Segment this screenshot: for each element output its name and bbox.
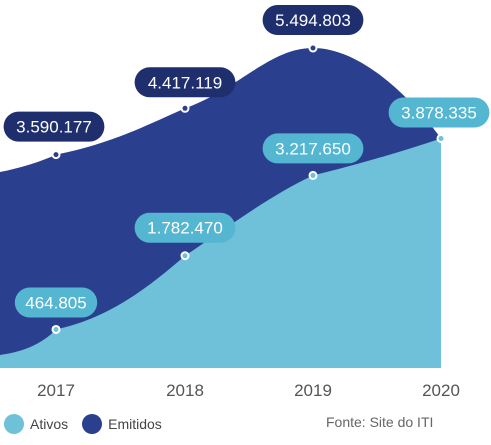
point-core-emitidos-2017: [53, 152, 59, 158]
label-emitidos-2019-bg: [262, 5, 364, 35]
label-ativos-2018-bg: [134, 212, 236, 243]
legend-label-emitidos: Emitidos: [108, 416, 162, 432]
x-tick-2019: 2019: [294, 381, 332, 400]
label-ativos-2017-text: 464.805: [25, 293, 86, 312]
label-emitidos-2017-bg: [3, 111, 105, 142]
source-note: Fonte: Site do ITI: [326, 414, 434, 430]
label-ativos-2018: 1.782.470: [134, 212, 236, 243]
x-tick-2020: 2020: [422, 381, 460, 400]
label-ativos-2019-text: 3.217.650: [275, 139, 351, 158]
label-emitidos-2018-bg: [134, 67, 236, 98]
x-tick-2017: 2017: [37, 381, 75, 400]
label-ativos-2020-bg: [388, 97, 490, 128]
label-ativos-2020-text: 3.878.335: [401, 103, 477, 122]
point-core-ativos-2017: [53, 326, 59, 332]
chart-areas: [0, 48, 441, 368]
legend-item-emitidos: Emitidos: [82, 414, 162, 434]
point-core-emitidos-2019: [310, 45, 316, 51]
label-ativos-2018-text: 1.782.470: [147, 219, 223, 238]
data-labels: 3.590.177 4.417.119 5.494.803 464.805 1.782.…: [3, 5, 490, 318]
label-ativos-2019-bg: [262, 133, 364, 164]
label-emitidos-2018: 4.417.119: [134, 67, 236, 98]
x-axis-ticks: 2017 2018 2019 2020: [37, 381, 460, 400]
label-emitidos-2017: 3.590.177: [3, 111, 105, 142]
label-emitidos-2019: 5.494.803: [262, 5, 364, 35]
label-emitidos-2018-text: 4.417.119: [148, 73, 222, 92]
label-ativos-2020: 3.878.335: [388, 97, 490, 128]
label-emitidos-2017-text: 3.590.177: [16, 118, 92, 137]
legend-swatch-emitidos: [82, 414, 103, 434]
label-ativos-2017-bg: [14, 287, 98, 318]
chart-points: [51, 43, 446, 334]
legend: Ativos Emitidos: [4, 414, 170, 434]
point-core-ativos-2019: [310, 172, 316, 178]
legend-label-ativos: Ativos: [30, 416, 69, 432]
label-ativos-2019: 3.217.650: [262, 133, 364, 164]
point-core-emitidos-2018: [182, 105, 188, 111]
area-ativos: [0, 138, 441, 368]
label-ativos-2017: 464.805: [14, 287, 98, 318]
legend-item-ativos: Ativos: [4, 414, 68, 434]
label-emitidos-2019-text: 5.494.803: [275, 11, 351, 30]
point-core-ativos-2020: [438, 135, 444, 141]
x-tick-2018: 2018: [166, 381, 204, 400]
legend-swatch-ativos: [4, 414, 24, 434]
point-core-ativos-2018: [182, 253, 188, 259]
